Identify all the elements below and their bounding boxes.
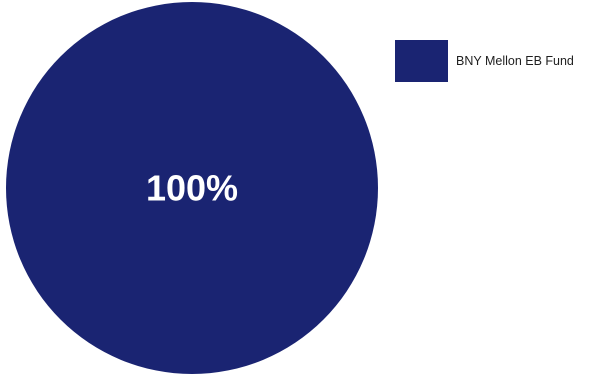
legend-swatch [395,40,448,82]
chart-legend: BNY Mellon EB Fund [395,40,574,82]
pie-slice [6,2,378,374]
pie-chart: 100% [6,2,378,374]
legend-label: BNY Mellon EB Fund [456,54,574,68]
legend-item: BNY Mellon EB Fund [395,40,574,82]
slice-percent-label: 100% [146,168,238,209]
